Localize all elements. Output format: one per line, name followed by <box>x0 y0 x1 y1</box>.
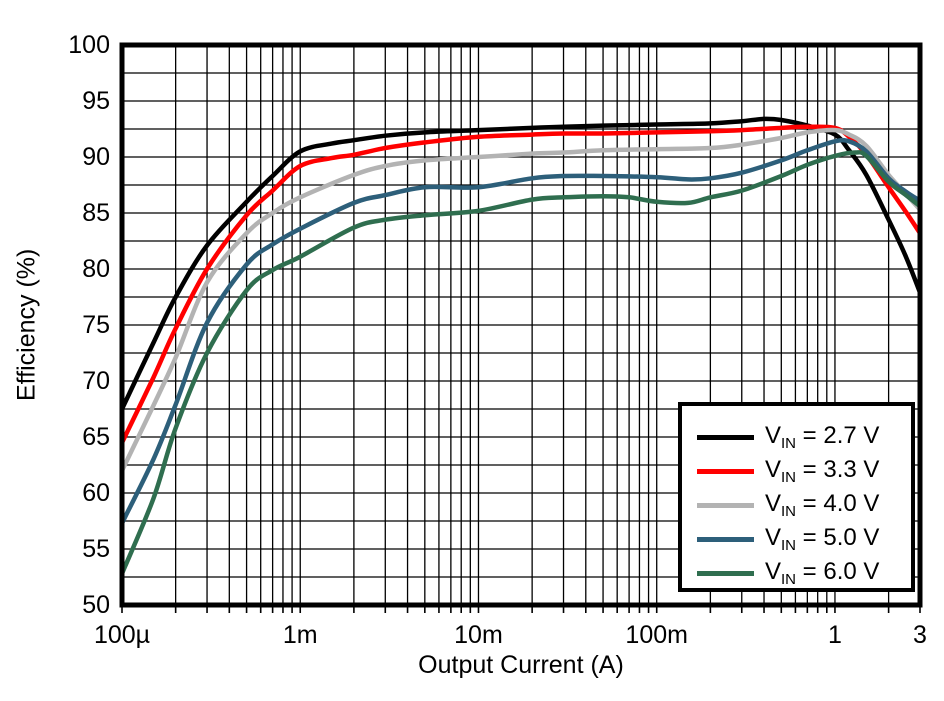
legend-label: VIN = 4.0 V <box>765 490 880 520</box>
curve-vin-3.3-v <box>122 124 920 444</box>
legend-item: VIN = 6.0 V <box>682 556 911 590</box>
x-tick-label: 100µ <box>93 621 151 649</box>
curve-vin-5.0-v <box>122 137 920 525</box>
legend-line-swatch <box>697 502 754 508</box>
y-tick-label: 65 <box>82 423 110 451</box>
x-tick-label: 1m <box>282 621 318 649</box>
legend-line-swatch <box>697 536 754 542</box>
legend-line-swatch <box>697 434 754 440</box>
legend-box: VIN = 2.7 V VIN = 3.3 V VIN = 4.0 V VIN = 5… <box>678 402 915 592</box>
curves-group <box>122 116 920 575</box>
legend-label: VIN = 2.7 V <box>765 422 880 452</box>
legend-label: VIN = 6.0 V <box>765 558 880 588</box>
y-tick-label: 80 <box>82 255 110 283</box>
y-tick-label: 55 <box>82 535 110 563</box>
legend-line-swatch <box>697 468 754 474</box>
y-tick-label: 100 <box>68 31 110 59</box>
y-tick-label: 50 <box>82 591 110 619</box>
plot-border <box>119 42 923 608</box>
legend-item: VIN = 3.3 V <box>682 454 911 488</box>
x-tick-label: 3 <box>913 621 927 649</box>
y-axis-title: Efficiency (%) <box>12 248 41 402</box>
x-axis-title: Output Current (A) <box>418 651 624 679</box>
y-tick-label: 95 <box>82 87 110 115</box>
legend-item: VIN = 4.0 V <box>682 488 911 522</box>
y-tick-label: 60 <box>82 479 110 507</box>
curve-vin-2.7-v <box>122 116 920 410</box>
legend-item: VIN = 2.7 V <box>682 420 911 454</box>
legend-label: VIN = 5.0 V <box>765 524 880 554</box>
legend-label: VIN = 3.3 V <box>765 456 880 486</box>
y-tick-label: 85 <box>82 199 110 227</box>
x-tick-label: 100m <box>625 621 688 649</box>
curve-vin-4.0-v <box>122 127 920 472</box>
legend-line-swatch <box>697 570 754 576</box>
x-tick-label: 10m <box>454 621 503 649</box>
y-tick-label: 75 <box>82 311 110 339</box>
legend-item: VIN = 5.0 V <box>682 522 911 556</box>
y-tick-label: 90 <box>82 143 110 171</box>
y-tick-label: 70 <box>82 367 110 395</box>
x-tick-label: 1 <box>828 621 842 649</box>
curve-vin-6.0-v <box>122 150 920 575</box>
